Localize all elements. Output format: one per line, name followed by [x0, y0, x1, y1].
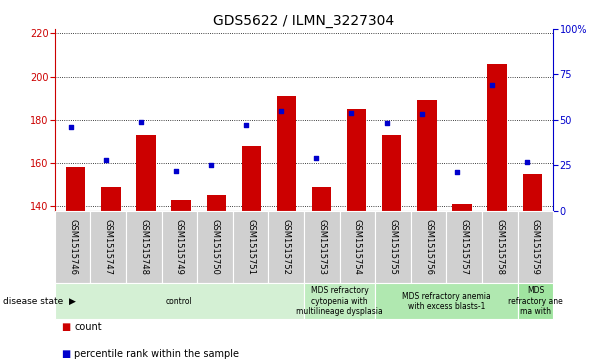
Point — [206, 162, 216, 168]
Point — [276, 108, 286, 114]
Bar — [102, 187, 120, 211]
Point — [452, 170, 461, 175]
Point — [416, 111, 426, 117]
Point — [241, 122, 251, 128]
Text: disease state  ▶: disease state ▶ — [3, 297, 76, 306]
Bar — [277, 96, 296, 211]
Text: GSM1515754: GSM1515754 — [353, 219, 362, 275]
Bar — [522, 174, 542, 211]
Text: GSM1515759: GSM1515759 — [531, 219, 540, 275]
Bar — [207, 195, 226, 211]
Text: GSM1515749: GSM1515749 — [175, 219, 184, 275]
Point — [382, 121, 392, 126]
Point — [66, 124, 75, 130]
Bar — [66, 167, 86, 211]
Point — [171, 168, 181, 174]
Bar — [347, 109, 366, 211]
Title: GDS5622 / ILMN_3227304: GDS5622 / ILMN_3227304 — [213, 14, 395, 28]
Bar — [136, 135, 156, 211]
Point — [522, 159, 532, 164]
Text: GSM1515748: GSM1515748 — [139, 219, 148, 275]
Text: GSM1515751: GSM1515751 — [246, 219, 255, 275]
Text: MDS refractory anemia
with excess blasts-1: MDS refractory anemia with excess blasts… — [402, 291, 491, 311]
Text: GSM1515756: GSM1515756 — [424, 219, 433, 275]
Text: GSM1515757: GSM1515757 — [460, 219, 469, 275]
Point — [136, 119, 145, 125]
Text: MDS refractory
cytopenia with
multilineage dysplasia: MDS refractory cytopenia with multilinea… — [296, 286, 383, 316]
Bar — [452, 204, 472, 211]
Text: ■: ■ — [61, 349, 70, 359]
Text: GSM1515752: GSM1515752 — [282, 219, 291, 275]
Text: count: count — [74, 322, 102, 332]
Bar — [241, 146, 261, 211]
Text: ■: ■ — [61, 322, 70, 332]
Text: GSM1515746: GSM1515746 — [68, 219, 77, 275]
Point — [101, 157, 111, 163]
Point — [487, 82, 497, 88]
Bar — [382, 135, 401, 211]
Text: GSM1515758: GSM1515758 — [496, 219, 505, 275]
Text: MDS
refractory ane
ma with: MDS refractory ane ma with — [508, 286, 563, 316]
Point — [311, 155, 321, 161]
Text: GSM1515750: GSM1515750 — [210, 219, 219, 275]
Bar — [417, 100, 437, 211]
Bar — [171, 200, 191, 211]
Text: GSM1515753: GSM1515753 — [317, 219, 326, 275]
Text: control: control — [166, 297, 193, 306]
Point — [347, 110, 356, 115]
Bar — [312, 187, 331, 211]
Text: percentile rank within the sample: percentile rank within the sample — [74, 349, 239, 359]
Text: GSM1515755: GSM1515755 — [389, 219, 398, 275]
Text: GSM1515747: GSM1515747 — [103, 219, 112, 275]
Bar — [488, 64, 506, 211]
